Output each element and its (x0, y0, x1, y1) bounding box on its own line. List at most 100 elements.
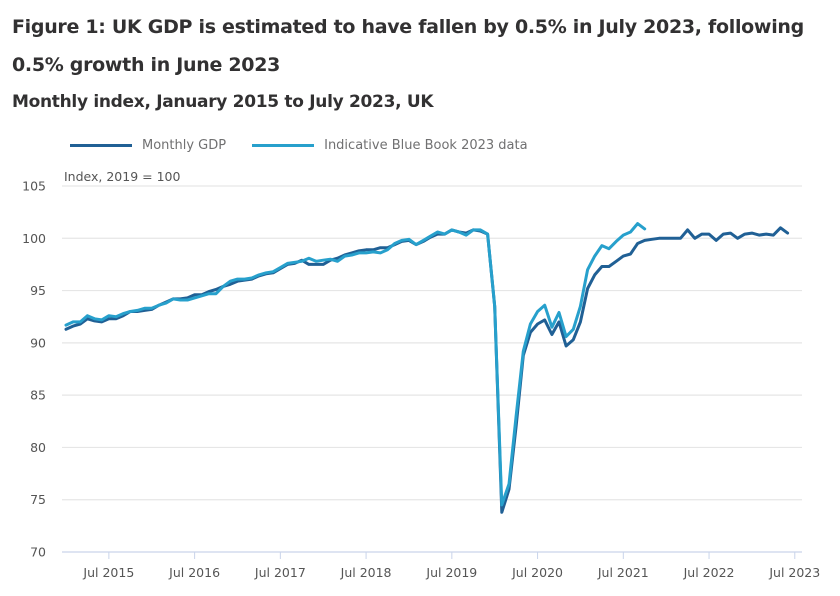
data-point-blue-book[interactable] (394, 243, 396, 245)
data-point-blue-book[interactable] (379, 252, 381, 254)
data-point-monthly-gdp[interactable] (658, 237, 660, 239)
data-point-blue-book[interactable] (429, 235, 431, 237)
data-point-blue-book[interactable] (272, 271, 274, 273)
data-point-monthly-gdp[interactable] (701, 233, 703, 235)
data-point-blue-book[interactable] (108, 315, 110, 317)
data-point-monthly-gdp[interactable] (215, 289, 217, 291)
data-point-blue-book[interactable] (322, 259, 324, 261)
data-point-blue-book[interactable] (579, 305, 581, 307)
data-point-monthly-gdp[interactable] (694, 237, 696, 239)
data-point-monthly-gdp[interactable] (587, 287, 589, 289)
data-point-blue-book[interactable] (258, 274, 260, 276)
data-point-blue-book[interactable] (301, 260, 303, 262)
data-point-monthly-gdp[interactable] (644, 239, 646, 241)
data-point-blue-book[interactable] (372, 251, 374, 253)
data-point-monthly-gdp[interactable] (72, 325, 74, 327)
data-point-blue-book[interactable] (387, 249, 389, 251)
data-point-blue-book[interactable] (437, 231, 439, 233)
data-point-monthly-gdp[interactable] (379, 247, 381, 249)
data-point-blue-book[interactable] (79, 321, 81, 323)
data-point-monthly-gdp[interactable] (558, 321, 560, 323)
data-point-blue-book[interactable] (136, 309, 138, 311)
data-point-blue-book[interactable] (522, 350, 524, 352)
data-point-monthly-gdp[interactable] (108, 318, 110, 320)
data-point-monthly-gdp[interactable] (537, 323, 539, 325)
legend-item-blue-book[interactable]: Indicative Blue Book 2023 data (252, 138, 528, 153)
data-point-monthly-gdp[interactable] (737, 237, 739, 239)
data-point-blue-book[interactable] (551, 326, 553, 328)
data-point-blue-book[interactable] (186, 299, 188, 301)
series-line-monthly-gdp[interactable] (64, 226, 790, 514)
data-point-monthly-gdp[interactable] (722, 233, 724, 235)
data-point-blue-book[interactable] (72, 321, 74, 323)
data-point-blue-book[interactable] (408, 238, 410, 240)
data-point-monthly-gdp[interactable] (629, 253, 631, 255)
data-point-blue-book[interactable] (487, 233, 489, 235)
data-point-blue-book[interactable] (615, 240, 617, 242)
data-point-monthly-gdp[interactable] (637, 243, 639, 245)
data-point-blue-book[interactable] (451, 229, 453, 231)
data-point-blue-book[interactable] (129, 310, 131, 312)
data-point-blue-book[interactable] (201, 295, 203, 297)
data-point-monthly-gdp[interactable] (601, 266, 603, 268)
data-point-monthly-gdp[interactable] (594, 274, 596, 276)
data-point-monthly-gdp[interactable] (672, 237, 674, 239)
data-point-blue-book[interactable] (236, 278, 238, 280)
data-point-monthly-gdp[interactable] (322, 263, 324, 265)
data-point-blue-book[interactable] (622, 234, 624, 236)
data-point-blue-book[interactable] (222, 285, 224, 287)
data-point-blue-book[interactable] (179, 299, 181, 301)
data-point-blue-book[interactable] (415, 244, 417, 246)
data-point-monthly-gdp[interactable] (708, 233, 710, 235)
data-point-blue-book[interactable] (244, 278, 246, 280)
data-point-blue-book[interactable] (465, 234, 467, 236)
data-point-blue-book[interactable] (265, 272, 267, 274)
data-point-blue-book[interactable] (208, 293, 210, 295)
data-point-blue-book[interactable] (122, 313, 124, 315)
data-point-monthly-gdp[interactable] (687, 229, 689, 231)
data-point-blue-book[interactable] (86, 315, 88, 317)
data-point-blue-book[interactable] (565, 336, 567, 338)
data-point-monthly-gdp[interactable] (615, 260, 617, 262)
data-point-monthly-gdp[interactable] (651, 238, 653, 240)
data-point-blue-book[interactable] (544, 304, 546, 306)
data-point-monthly-gdp[interactable] (787, 232, 789, 234)
data-point-blue-book[interactable] (594, 255, 596, 257)
data-point-monthly-gdp[interactable] (308, 263, 310, 265)
data-point-blue-book[interactable] (308, 257, 310, 259)
data-point-blue-book[interactable] (358, 252, 360, 254)
data-point-blue-book[interactable] (501, 504, 503, 506)
data-point-blue-book[interactable] (101, 319, 103, 321)
data-point-monthly-gdp[interactable] (608, 266, 610, 268)
data-point-monthly-gdp[interactable] (765, 233, 767, 235)
data-point-monthly-gdp[interactable] (751, 232, 753, 234)
data-point-blue-book[interactable] (337, 260, 339, 262)
data-point-blue-book[interactable] (529, 323, 531, 325)
data-point-monthly-gdp[interactable] (65, 328, 67, 330)
data-point-blue-book[interactable] (315, 260, 317, 262)
data-point-monthly-gdp[interactable] (622, 255, 624, 257)
data-point-blue-book[interactable] (229, 280, 231, 282)
data-point-blue-book[interactable] (558, 312, 560, 314)
data-point-blue-book[interactable] (351, 254, 353, 256)
data-point-blue-book[interactable] (329, 258, 331, 260)
data-point-blue-book[interactable] (537, 310, 539, 312)
data-point-monthly-gdp[interactable] (194, 294, 196, 296)
data-point-monthly-gdp[interactable] (565, 345, 567, 347)
data-point-blue-book[interactable] (194, 297, 196, 299)
data-point-monthly-gdp[interactable] (744, 233, 746, 235)
data-point-blue-book[interactable] (215, 293, 217, 295)
data-point-blue-book[interactable] (94, 318, 96, 320)
data-point-monthly-gdp[interactable] (780, 227, 782, 229)
data-point-monthly-gdp[interactable] (501, 511, 503, 513)
data-point-monthly-gdp[interactable] (729, 232, 731, 234)
data-point-blue-book[interactable] (279, 267, 281, 269)
data-point-monthly-gdp[interactable] (572, 339, 574, 341)
data-point-monthly-gdp[interactable] (337, 257, 339, 259)
data-point-blue-book[interactable] (472, 229, 474, 231)
data-point-blue-book[interactable] (165, 302, 167, 304)
data-point-monthly-gdp[interactable] (229, 283, 231, 285)
data-point-blue-book[interactable] (251, 277, 253, 279)
data-point-blue-book[interactable] (144, 307, 146, 309)
data-point-blue-book[interactable] (608, 248, 610, 250)
